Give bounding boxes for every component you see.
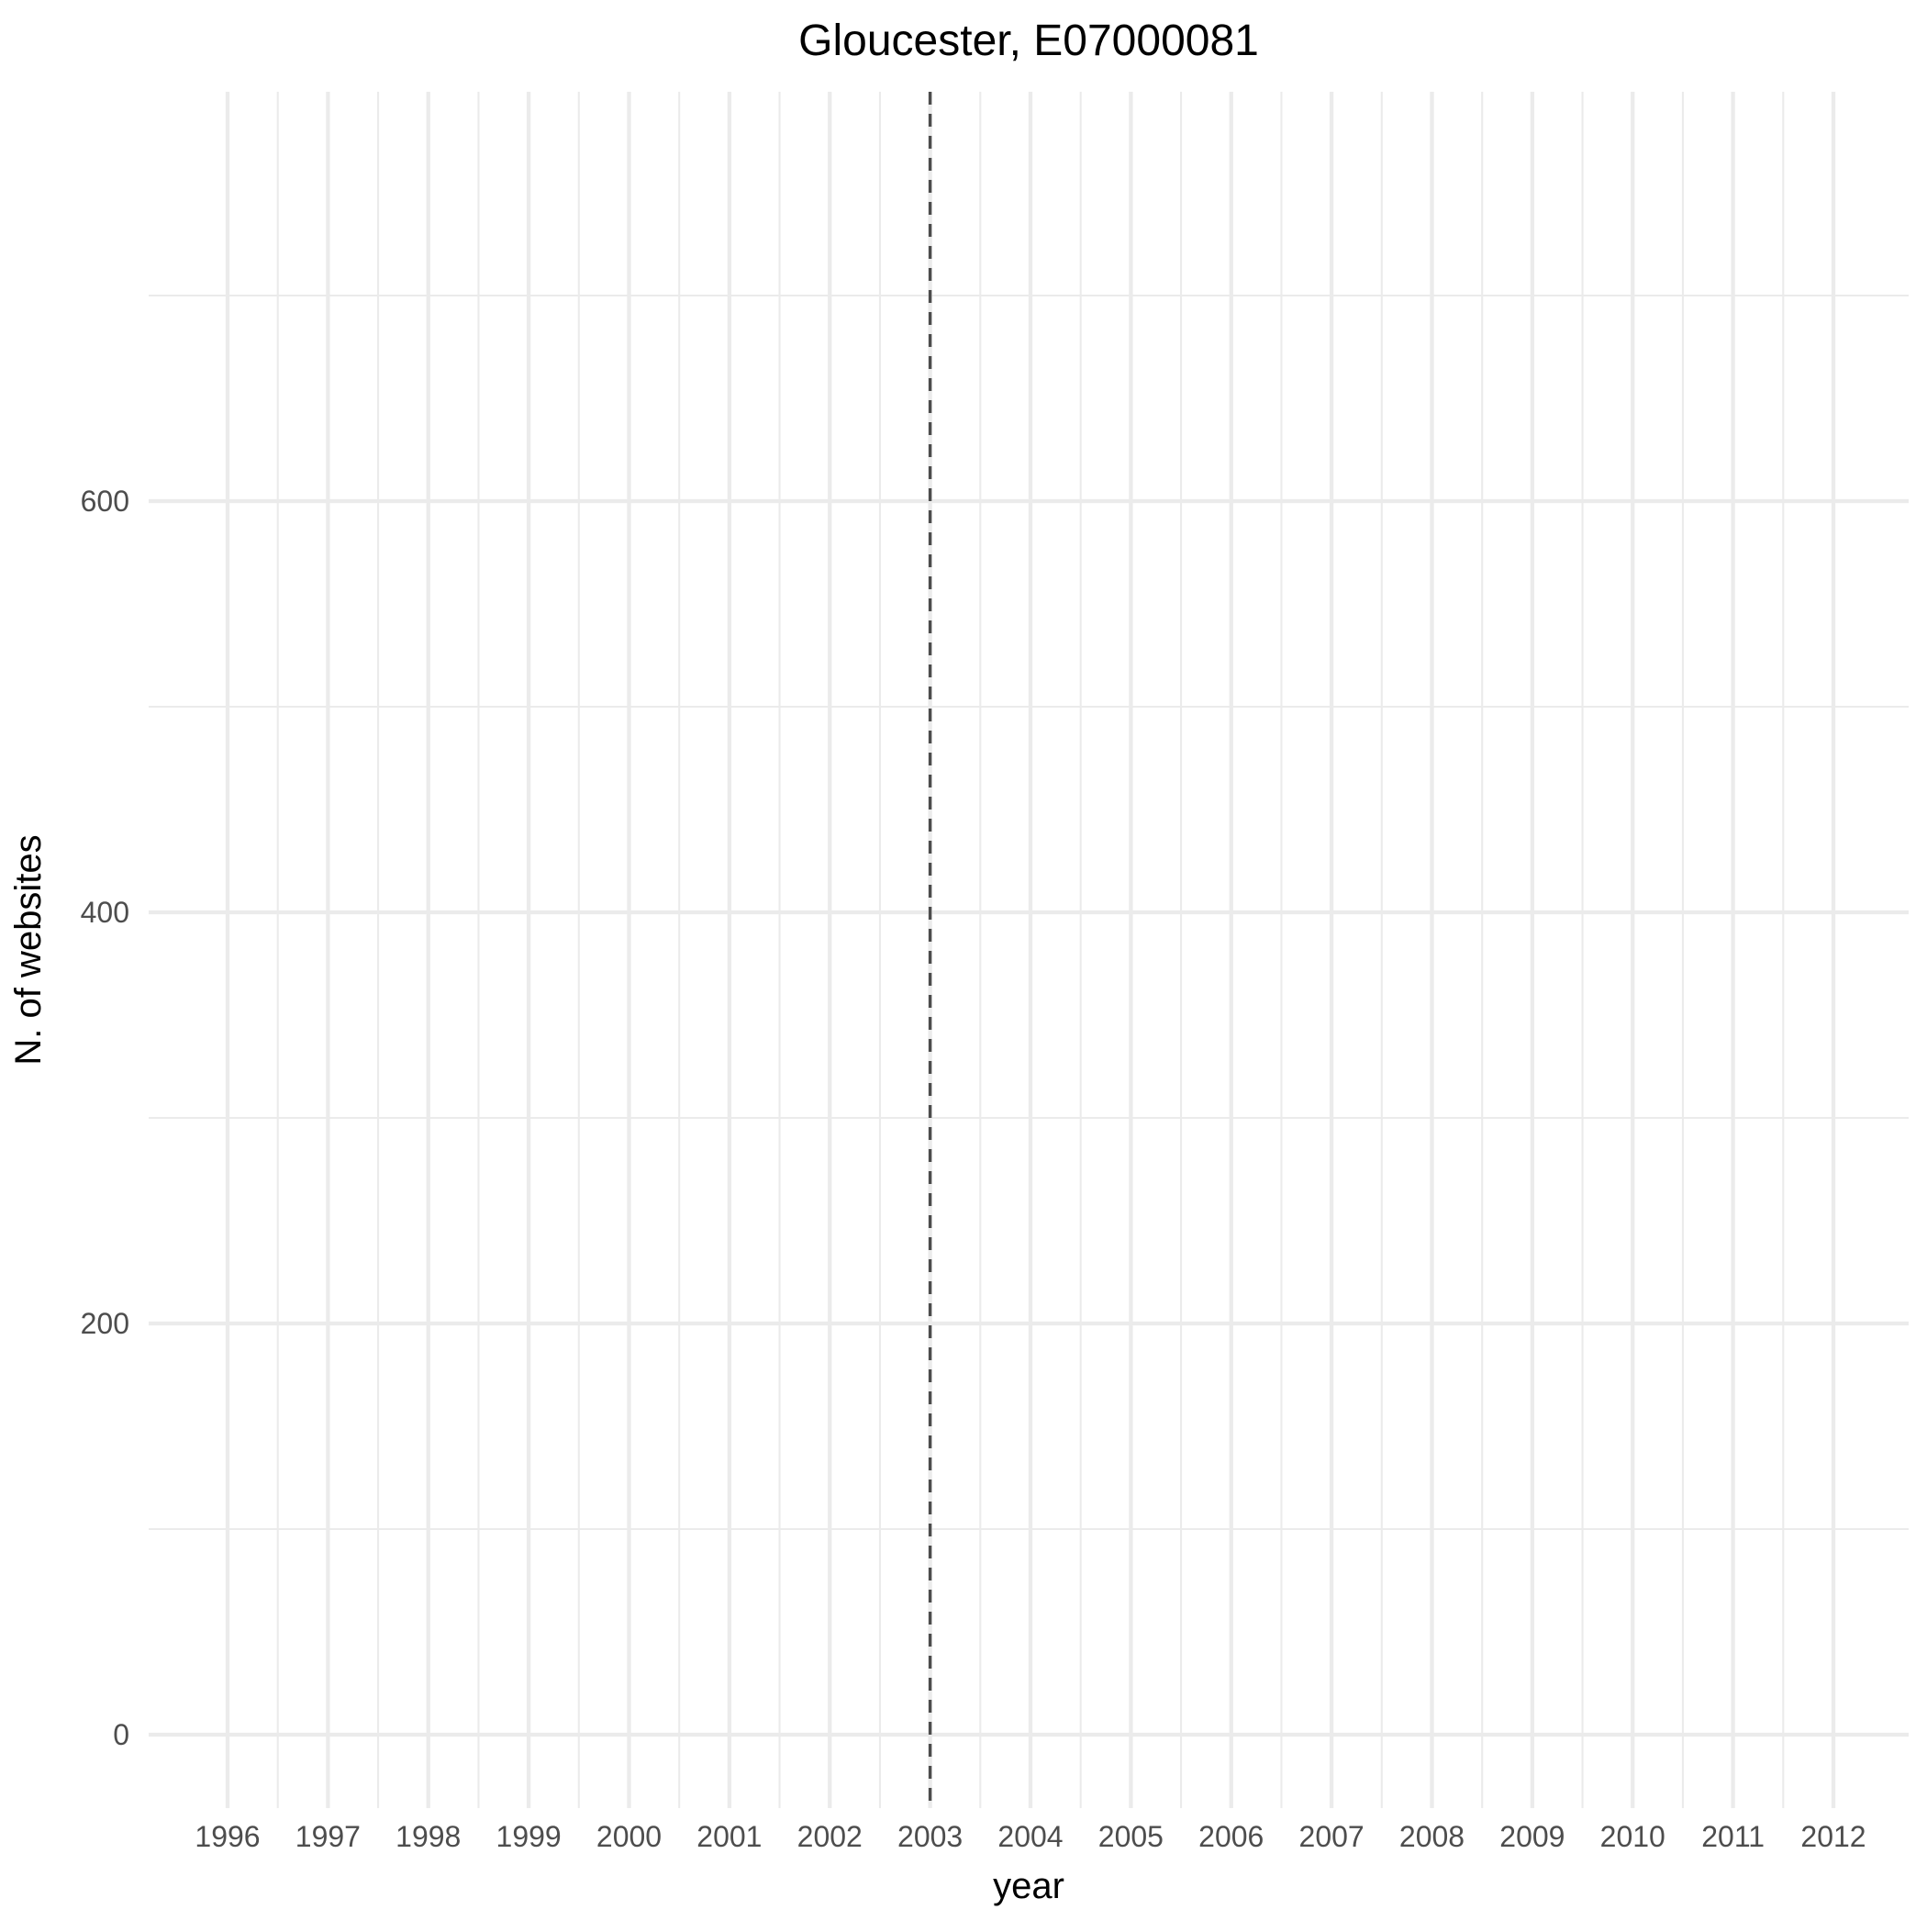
chart-title: Gloucester, E07000081 — [798, 17, 1259, 65]
x-tick-label: 1996 — [195, 1820, 260, 1853]
x-tick-label: 1998 — [395, 1820, 461, 1853]
y-tick-label: 0 — [113, 1718, 129, 1751]
x-tick-label: 1999 — [496, 1820, 562, 1853]
x-tick-label: 2010 — [1600, 1820, 1665, 1853]
x-tick-label: 2007 — [1299, 1820, 1364, 1853]
y-axis-title: N. of websites — [8, 834, 49, 1065]
x-axis-title: year — [993, 1866, 1064, 1906]
y-tick-label: 200 — [81, 1307, 129, 1340]
x-tick-label: 2009 — [1499, 1820, 1565, 1853]
tick-label-layer: 1996 1997 1998 1999 2000 2001 2002 2003 2004 2005… — [81, 485, 1866, 1853]
x-tick-label: 2004 — [997, 1820, 1063, 1853]
y-tick-label: 400 — [81, 896, 129, 929]
x-tick-label: 2008 — [1399, 1820, 1465, 1853]
x-tick-label: 2011 — [1701, 1820, 1765, 1853]
x-tick-label: 1997 — [295, 1820, 361, 1853]
y-tick-label: 600 — [81, 485, 129, 518]
x-tick-label: 2000 — [596, 1820, 662, 1853]
x-tick-label: 2001 — [696, 1820, 762, 1853]
x-tick-label: 2005 — [1098, 1820, 1164, 1853]
x-tick-label: 2012 — [1800, 1820, 1866, 1853]
x-tick-label: 2003 — [897, 1820, 963, 1853]
x-tick-label: 2006 — [1198, 1820, 1264, 1853]
x-tick-label: 2002 — [797, 1820, 863, 1853]
grid-layer — [149, 92, 1909, 1808]
